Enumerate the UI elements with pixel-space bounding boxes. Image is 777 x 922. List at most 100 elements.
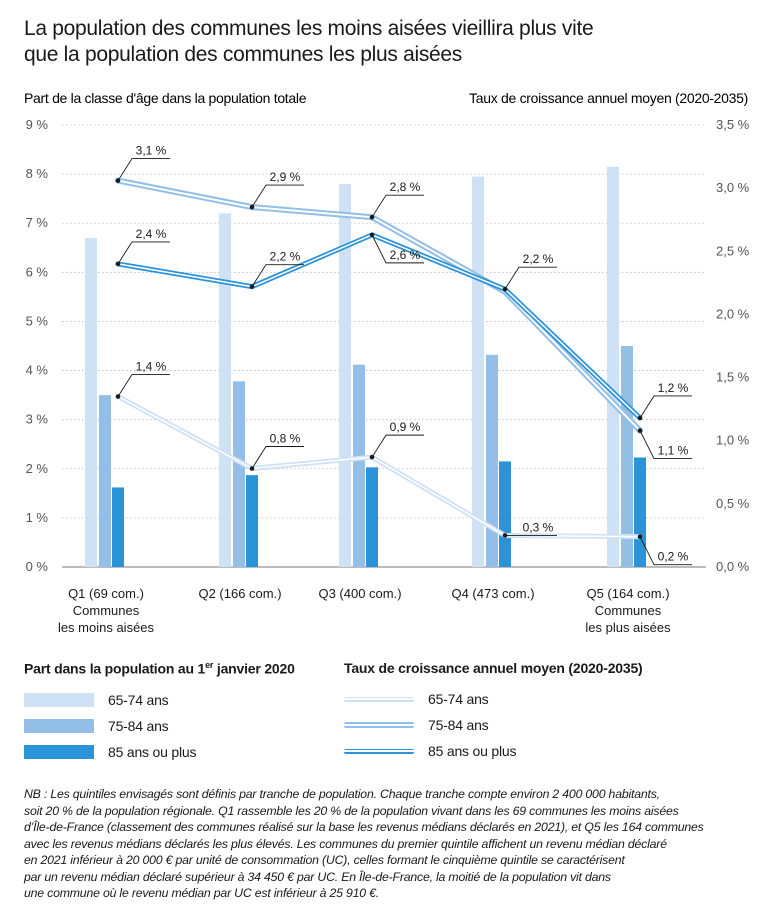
legend-label: 75-84 ans bbox=[428, 717, 489, 733]
note-line: NB : Les quintiles envisagés sont défini… bbox=[24, 787, 660, 801]
leader-line bbox=[371, 234, 424, 264]
data-label: 1,1 % bbox=[658, 444, 689, 458]
legend-label: 85 ans ou plus bbox=[108, 743, 197, 760]
note-line: par un revenu médian déclaré supérieur à… bbox=[24, 869, 611, 884]
series-line-inner bbox=[117, 395, 641, 538]
category-label: Q5 (164 com.) bbox=[586, 586, 669, 601]
category-label: Q3 (400 com.) bbox=[318, 586, 401, 601]
data-label: 2,2 % bbox=[270, 250, 301, 264]
data-point-dot bbox=[369, 454, 375, 460]
legend-bars-title: Part dans la population au 1er janvier 2… bbox=[24, 660, 295, 677]
bar bbox=[246, 475, 258, 567]
bar bbox=[621, 346, 633, 567]
legend-label: 65-74 ans bbox=[108, 691, 169, 708]
legend-line-85-plus: 85 ans ou plus bbox=[344, 738, 643, 764]
category-labels: Q1 (69 com.) Communes les moins aisées Q2 (… bbox=[58, 586, 671, 635]
leader-line bbox=[504, 266, 557, 290]
bar bbox=[339, 183, 351, 567]
leader-line bbox=[251, 446, 304, 469]
data-point-dot bbox=[115, 261, 121, 267]
bar bbox=[112, 487, 124, 567]
data-point-dot bbox=[502, 286, 508, 292]
right-tick-label: 3,5 % bbox=[716, 117, 750, 132]
chart-canvas: Part de la classe d'âge dans la populati… bbox=[24, 90, 750, 635]
bars bbox=[85, 166, 646, 568]
data-label: 2,9 % bbox=[270, 170, 301, 184]
category-label: les plus aisées bbox=[585, 620, 671, 635]
chart-title: La population des communes les moins ais… bbox=[24, 16, 764, 68]
legend-lines-title: Taux de croissance annuel moyen (2020-20… bbox=[344, 660, 643, 676]
legend-swatch bbox=[24, 692, 94, 707]
right-tick-label: 3,0 % bbox=[716, 180, 750, 195]
legend-label: 75-84 ans bbox=[108, 717, 169, 734]
data-label: 0,8 % bbox=[270, 431, 301, 445]
leader-line bbox=[639, 395, 692, 419]
category-label: Communes bbox=[595, 603, 662, 618]
bar bbox=[634, 457, 646, 567]
footnote: NB : Les quintiles envisagés sont défini… bbox=[24, 786, 754, 902]
legend-line-75-84: 75-84 ans bbox=[344, 712, 643, 738]
leader-line bbox=[639, 430, 692, 460]
left-tick-label: 7 % bbox=[26, 215, 49, 230]
legend-lines: Taux de croissance annuel moyen (2020-20… bbox=[344, 660, 643, 764]
data-label: 2,6 % bbox=[390, 248, 421, 262]
leader-line bbox=[251, 184, 304, 208]
series-line-outer bbox=[115, 394, 643, 540]
right-tick-label: 0,0 % bbox=[716, 559, 750, 574]
lines bbox=[115, 177, 643, 540]
category-label: Q1 (69 com.) bbox=[68, 586, 144, 601]
data-label: 2,2 % bbox=[523, 252, 554, 266]
left-tick-label: 1 % bbox=[26, 510, 49, 525]
right-axis-ticks: 0,0 % 0,5 % 1,0 % 1,5 % 2,0 % 2,5 % 3,0 % 3,5 % bbox=[716, 117, 750, 574]
left-tick-label: 6 % bbox=[26, 264, 49, 279]
left-tick-label: 5 % bbox=[26, 313, 49, 328]
left-tick-label: 0 % bbox=[26, 559, 49, 574]
bar bbox=[472, 176, 484, 568]
category-label: Q2 (166 com.) bbox=[198, 586, 281, 601]
left-tick-label: 3 % bbox=[26, 412, 49, 427]
data-label: 1,2 % bbox=[658, 381, 689, 395]
bar bbox=[85, 237, 97, 567]
left-tick-label: 8 % bbox=[26, 166, 49, 181]
left-axis-ticks: 0 % 1 % 2 % 3 % 4 % 5 % 6 % 7 % 8 % 9 % bbox=[26, 117, 49, 574]
left-tick-label: 2 % bbox=[26, 461, 49, 476]
legend-line-swatch bbox=[344, 744, 414, 758]
right-axis-label: Taux de croissance annuel moyen (2020-20… bbox=[469, 90, 748, 106]
leader-line bbox=[371, 434, 424, 458]
data-label: 0,2 % bbox=[658, 550, 689, 564]
leader-line bbox=[251, 264, 304, 287]
category-label: Communes bbox=[73, 603, 140, 618]
legend-line-swatch bbox=[344, 718, 414, 732]
legend-bar-65-74: 65-74 ans bbox=[24, 687, 295, 713]
note-line: d’Île-de-France (classement des communes… bbox=[24, 820, 704, 834]
category-label: Q4 (473 com.) bbox=[451, 586, 534, 601]
note-line: en 2021 inférieur à 20 000 € par unité d… bbox=[24, 853, 625, 867]
data-label: 1,4 % bbox=[136, 360, 167, 374]
leader-line bbox=[639, 536, 692, 566]
title-line-2: que la population des communes les plus … bbox=[24, 43, 462, 66]
data-label: 0,3 % bbox=[523, 520, 554, 534]
bar bbox=[486, 354, 498, 567]
series-line-outer bbox=[115, 177, 643, 434]
bar bbox=[366, 467, 378, 567]
gridlines bbox=[62, 124, 706, 568]
bar bbox=[499, 461, 511, 567]
series-line-outer bbox=[115, 232, 643, 421]
bar bbox=[99, 395, 111, 567]
legend-bars: Part dans la population au 1er janvier 2… bbox=[24, 660, 295, 765]
note-line: une commune où le revenu médian par UC e… bbox=[24, 886, 379, 900]
left-axis-label: Part de la classe d'âge dans la populati… bbox=[24, 90, 307, 106]
right-tick-label: 1,0 % bbox=[716, 433, 750, 448]
note-line: soit 20 % de la population régionale. Q1… bbox=[24, 803, 679, 818]
bar bbox=[219, 213, 231, 567]
legend-bar-85-plus: 85 ans ou plus bbox=[24, 739, 295, 765]
left-tick-label: 9 % bbox=[26, 117, 49, 132]
title-line-1: La population des communes les moins ais… bbox=[24, 17, 594, 40]
left-tick-label: 4 % bbox=[26, 363, 49, 378]
data-labels: 1,4 % 0,8 % 0,9 % 0,3 % 0,2 % 3,1 % 2,9 % 2,8 %… bbox=[115, 144, 692, 566]
series-line-inner bbox=[117, 234, 641, 419]
legend-bar-75-84: 75-84 ans bbox=[24, 713, 295, 739]
bar bbox=[233, 381, 245, 567]
leader-line bbox=[117, 374, 170, 397]
data-label: 3,1 % bbox=[136, 144, 167, 158]
